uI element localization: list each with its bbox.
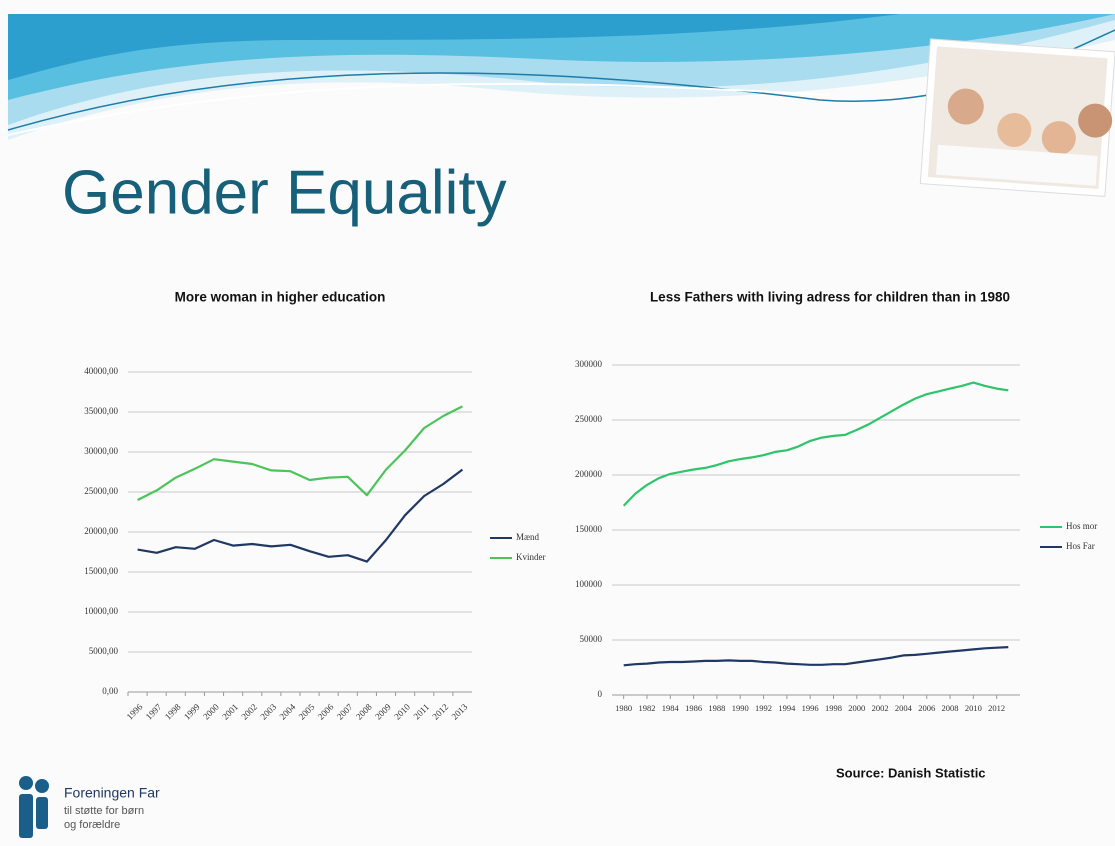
x-tick-label: 1982 [638,703,655,713]
x-tick-label: 1990 [732,703,749,713]
y-tick-label: 100000 [575,579,603,589]
y-tick-label: 300000 [575,359,603,369]
y-tick-label: 200000 [575,469,603,479]
y-tick-label: 40000,00 [84,366,118,376]
x-tick-label: 1996 [802,703,819,713]
y-tick-label: 5000,00 [89,646,119,656]
y-tick-label: 10000,00 [84,606,118,616]
x-tick-label: 2008 [942,703,959,713]
y-tick-label: 15000,00 [84,566,118,576]
x-tick-label: 2004 [895,703,913,713]
x-tick-label: 1986 [685,703,702,713]
series-line [137,405,463,501]
x-tick-label: 2002 [872,703,889,713]
y-tick-label: 150000 [575,524,603,534]
logo: Foreningen Far til støtte for børn og fo… [19,776,160,838]
x-tick-label: 2006 [918,703,935,713]
chart-title: More woman in higher education [175,290,386,305]
x-tick-label: 1998 [825,703,842,713]
logo-tagline: til støtte for børn [64,805,144,817]
y-tick-label: 250000 [575,414,603,424]
x-tick-label: 1992 [755,703,772,713]
y-tick-label: 50000 [580,634,603,644]
x-tick-label: 1980 [615,703,632,713]
series-line [622,381,1009,507]
y-tick-label: 0 [598,689,603,699]
y-tick-label: 20000,00 [84,526,118,536]
header-waves [7,14,1115,140]
x-tick-label: 1988 [708,703,725,713]
slide-title: Gender Equality [62,158,507,227]
y-tick-label: 25000,00 [84,486,118,496]
photo [919,38,1115,197]
x-tick-label: 1994 [778,703,796,713]
legend-label: Kvinder [516,552,546,562]
y-tick-label: 35000,00 [84,406,118,416]
x-tick-label: 2010 [965,703,982,713]
x-tick-label: 2012 [988,703,1005,713]
logo-tagline: og forældre [64,819,120,831]
series-line [137,468,464,563]
x-tick-label: 2000 [848,703,865,713]
series-line [623,646,1009,667]
chart-title: Less Fathers with living adress for chil… [650,290,1010,305]
legend-label: Mænd [516,532,540,542]
logo-name: Foreningen Far [64,785,160,801]
legend-label: Hos Far [1066,541,1095,551]
source: Source: Danish Statistic [836,765,986,780]
legend-label: Hos mor [1066,521,1097,531]
y-tick-label: 0,00 [102,686,118,696]
y-tick-label: 30000,00 [84,446,118,456]
x-tick-label: 1984 [662,703,680,713]
